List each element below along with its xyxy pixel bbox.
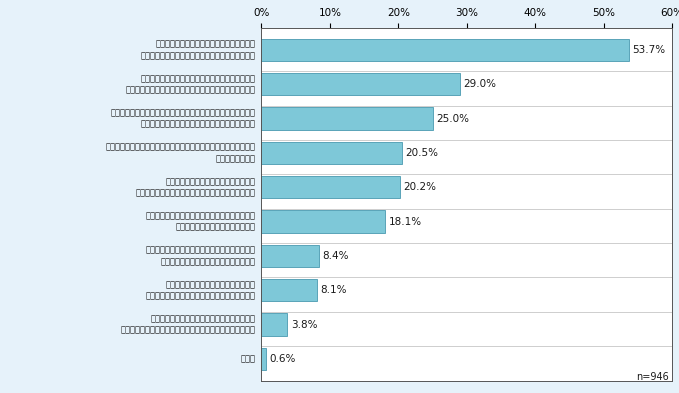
Text: 0.6%: 0.6% <box>269 354 295 364</box>
Bar <box>261 176 400 198</box>
Text: 国民の安全を確保する観点の研究開発を一層強化していくことで、
貢献すべきである: 国民の安全を確保する観点の研究開発を一層強化していくことで、 貢献すべきである <box>106 143 256 163</box>
Text: 科学技術の専門家として、海外に対して
正しい情報発信や働きかけをしていくべきである: 科学技術の専門家として、海外に対して 正しい情報発信や働きかけをしていくべきであ… <box>146 280 256 300</box>
Bar <box>261 245 319 267</box>
Text: 29.0%: 29.0% <box>463 79 496 89</box>
Bar <box>261 142 402 164</box>
Bar <box>261 107 433 130</box>
Text: 20.5%: 20.5% <box>405 148 438 158</box>
Text: 18.1%: 18.1% <box>389 217 422 226</box>
Bar <box>261 279 317 301</box>
Bar <box>261 313 287 336</box>
Bar <box>261 39 629 61</box>
Text: 震災・復興に対して科学者・技術者の果たすべき役割・責務は、
国民全般に比べて、より大きいと自覚すべきである: 震災・復興に対して科学者・技術者の果たすべき役割・責務は、 国民全般に比べて、よ… <box>111 108 256 129</box>
Text: 3.8%: 3.8% <box>291 320 317 330</box>
Text: 震災・復興へ革新的なアイデアを出し、
その実現・実用化に向けて積極的に参加すべきである: 震災・復興へ革新的なアイデアを出し、 その実現・実用化に向けて積極的に参加すべき… <box>136 177 256 197</box>
Text: 8.1%: 8.1% <box>320 285 347 295</box>
Text: 自分の属する地域あるいは機関の一員として、
まずは地域社会・所属機関の発展に貢献していくべきである: 自分の属する地域あるいは機関の一員として、 まずは地域社会・所属機関の発展に貢献… <box>121 314 256 334</box>
Bar <box>261 348 265 370</box>
Text: 25.0%: 25.0% <box>436 114 469 123</box>
Text: その他: その他 <box>241 354 256 364</box>
Bar <box>261 73 460 95</box>
Text: 科学技術の専門家として、国民全般に対し、
科学的に正しいメッセージを出していくべきである: 科学技術の専門家として、国民全般に対し、 科学的に正しいメッセージを出していくべ… <box>141 40 256 60</box>
Text: 20.2%: 20.2% <box>403 182 436 192</box>
Text: 個々の研究開発や教育等に一層励むことを通じて、
国民に希望を与え、日本を基礎から支えていくべきである: 個々の研究開発や教育等に一層励むことを通じて、 国民に希望を与え、日本を基礎から… <box>126 74 256 94</box>
Text: 8.4%: 8.4% <box>323 251 349 261</box>
Text: 研究者・技術者という以前に、国民として各々が
果たすべき役割を果たしていくべきである: 研究者・技術者という以前に、国民として各々が 果たすべき役割を果たしていくべきで… <box>146 246 256 266</box>
Text: 今後の日本経済の発展を支える新たな科学技術を
創造していくよう努めるべきである: 今後の日本経済の発展を支える新たな科学技術を 創造していくよう努めるべきである <box>146 211 256 231</box>
Text: 53.7%: 53.7% <box>633 45 665 55</box>
Text: n=946: n=946 <box>636 372 669 382</box>
Bar <box>261 210 386 233</box>
